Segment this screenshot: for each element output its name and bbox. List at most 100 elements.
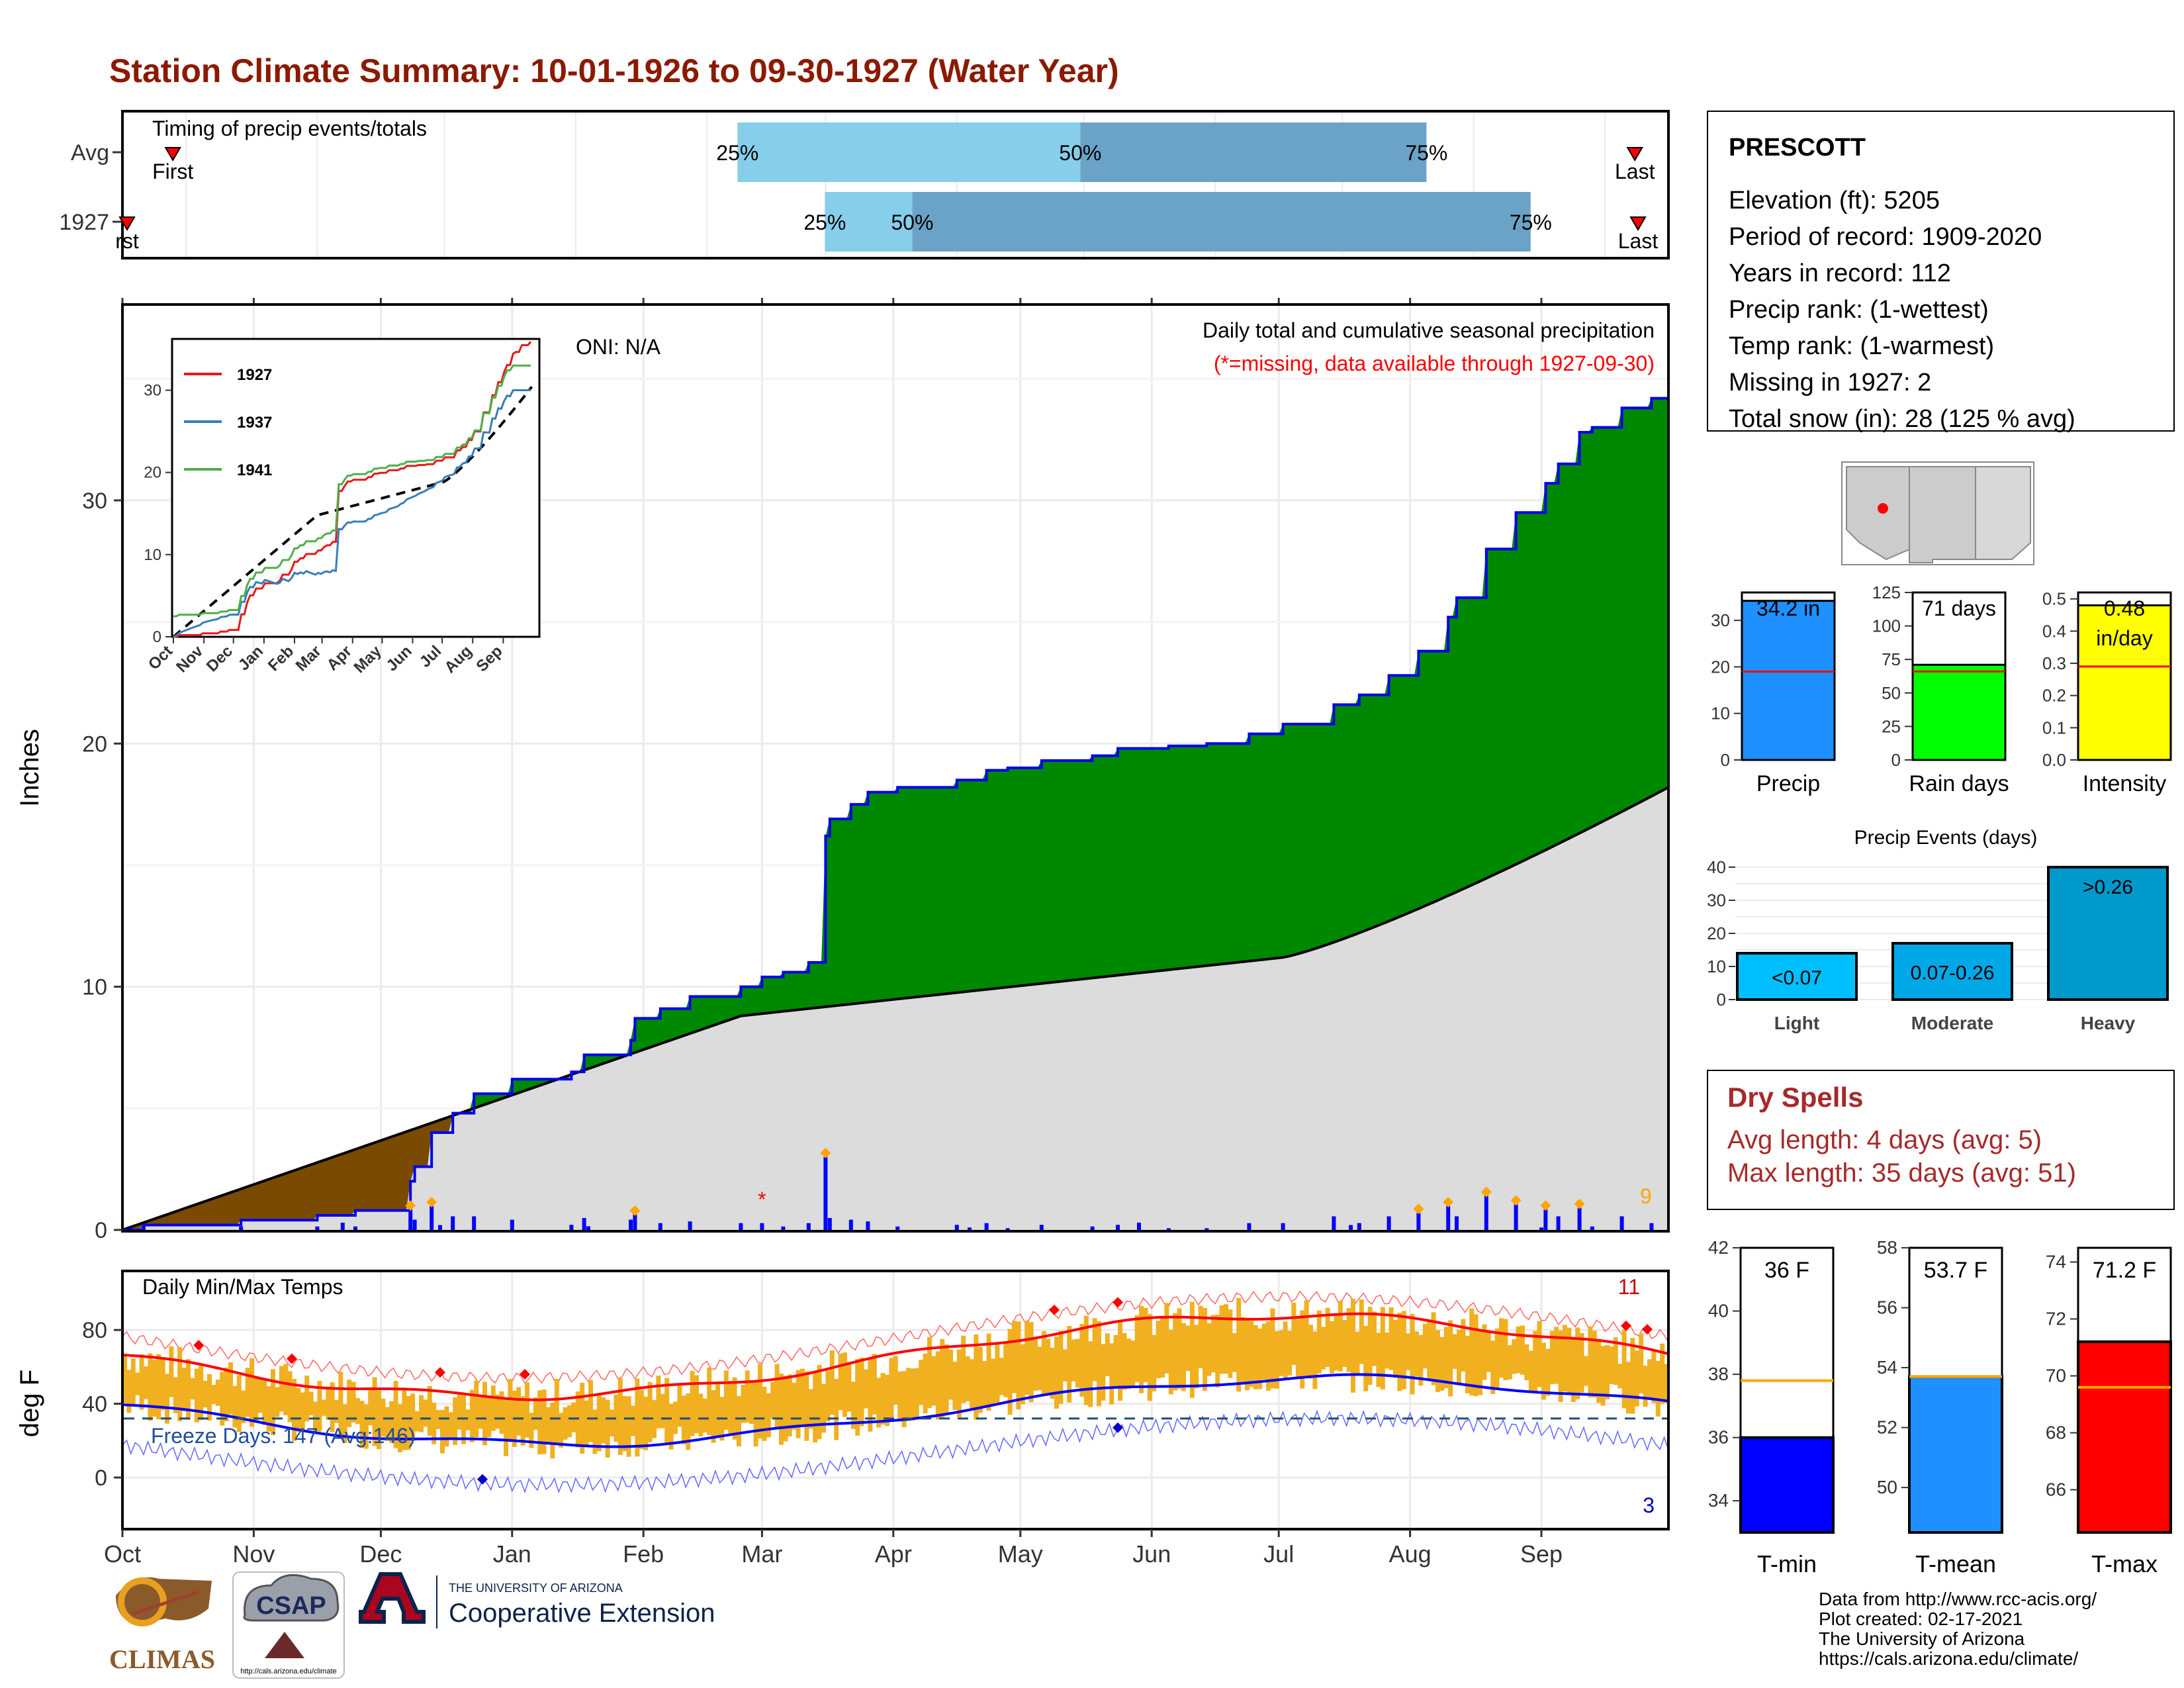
daily-temp-bar [211,1385,216,1405]
daily-temp-bar [631,1405,635,1436]
daily-temp-bar [1028,1322,1034,1403]
temp-bar-y-tick-label: 54 [1877,1357,1897,1378]
daily-temp-bar [779,1374,784,1445]
daily-temp-bar [1651,1350,1657,1403]
daily-temp-bar [508,1379,513,1442]
map-texas [1975,466,2031,560]
daily-temp-bar [668,1403,674,1450]
record-high-line [122,1290,1669,1384]
daily-temp-bar [1194,1325,1199,1389]
daily-temp-bar [525,1382,529,1438]
events-y-tick-label: 10 [1707,957,1726,976]
daily-temp-bar [961,1335,966,1403]
temp-bar-y-tick-label: 50 [1877,1477,1897,1497]
daily-temp-bar [1236,1297,1242,1392]
daily-temp-bar [889,1358,894,1418]
daily-precip-bar [1446,1205,1451,1230]
mini-bar-y-tick-label: 0.2 [2042,686,2066,706]
daily-temp-bar [363,1404,369,1449]
daily-temp-bar [207,1374,212,1421]
temp-bar-y-tick-label: 40 [1708,1301,1729,1321]
daily-temp-bar [1253,1325,1258,1389]
timing-first-label: First [152,160,193,183]
daily-precip-bar [569,1225,574,1230]
daily-temp-bar [1457,1329,1461,1385]
daily-temp-bar [283,1364,289,1415]
daily-temp-bar [410,1393,416,1442]
month-tick-label: Jan [493,1540,531,1568]
daily-temp-bar [1168,1329,1173,1395]
daily-temp-bar [1439,1336,1445,1391]
daily-precip-bar [451,1216,455,1230]
snow-marker [1413,1203,1424,1215]
normal-cumulative-area [122,787,1668,1230]
inset-series-line [173,364,531,618]
daily-temp-bar [711,1390,716,1443]
daily-temp-bar [377,1390,381,1449]
events-category-label: Moderate [1911,1013,1993,1033]
daily-temp-bar [741,1385,746,1423]
daily-temp-bar [948,1349,953,1400]
mini-bar-y-tick-label: 100 [1872,616,1901,636]
daily-temp-bar [1634,1350,1639,1407]
daily-temp-bar [1130,1340,1136,1387]
daily-temp-bar [610,1409,614,1436]
timing-first-label: rst [115,229,139,253]
daily-temp-bar [554,1379,559,1444]
timing-pct-label: 75% [1510,211,1552,234]
daily-temp-bar [1363,1325,1369,1391]
daily-temp-bar [872,1354,877,1415]
inset-frame [171,338,541,638]
mini-bar-fill [1741,600,1836,761]
station-name: PRESCOTT [1729,134,1866,162]
month-tick-label: Nov [232,1540,275,1568]
month-tick-label: Aug [1389,1540,1432,1568]
daily-temp-bar [1338,1301,1343,1372]
daily-temp-bar [1520,1325,1525,1375]
daily-temp-bar [1152,1335,1157,1391]
daily-temp-bar [326,1386,331,1420]
dry-spells-box: Dry Spells Avg length: 4 days (avg: 5) M… [1707,1070,2175,1210]
snow-marker [405,1200,416,1211]
daily-temp-bar [766,1393,771,1438]
daily-temp-bar [1020,1344,1025,1405]
daily-temp-bar [702,1398,707,1432]
daily-precip-bar [848,1219,853,1230]
daily-temp-bar [622,1395,627,1452]
daily-temp-bar [250,1358,254,1427]
record-low-line [122,1409,1669,1494]
precip-daily-bars: * [142,1147,1654,1230]
mini-bar-y-tick-label: 20 [1711,657,1730,677]
daily-temp-bar [351,1382,356,1423]
daily-temp-bar [160,1358,165,1411]
daily-precip-bar [739,1223,743,1230]
temp-bar-value: 71.2 F [2093,1258,2156,1283]
mini-bar-label: Rain days [1909,771,2009,796]
daily-temp-bar [783,1376,788,1442]
daily-temp-bar [1189,1301,1195,1398]
daily-temp-bar [266,1386,271,1432]
temp-bar-label: T-min [1757,1550,1817,1577]
daily-temp-bar [1071,1339,1076,1382]
daily-precip-bar [866,1221,870,1230]
daily-temp-bar [834,1379,839,1440]
timing-first-marker [118,216,136,231]
daily-precip-bar [1281,1223,1285,1230]
timing-panel: Avg 25% 50% 75% First Last 1927 25% 50% 75% rst Las… [59,110,1670,259]
above-normal-area [122,398,1668,1230]
daily-temp-bar [537,1390,543,1455]
daily-temp-bar [601,1397,606,1444]
info-frame [1707,111,2175,432]
info-line: Total snow (in): 28 (125 % avg) [1729,405,2075,433]
daily-temp-bar [1287,1331,1292,1376]
daily-temp-bar [1567,1327,1572,1395]
events-bar-label: <0.07 [1772,967,1822,989]
daily-precip-bar [438,1225,442,1230]
daily-temp-bar [1537,1321,1542,1387]
events-bar-label: 0.07-0.26 [1911,962,1995,984]
daily-temp-bar [652,1400,657,1438]
daily-temp-bar [677,1384,682,1427]
climas-logo: CLIMAS [109,1577,215,1674]
info-line: Missing in 1927: 2 [1729,369,1931,397]
